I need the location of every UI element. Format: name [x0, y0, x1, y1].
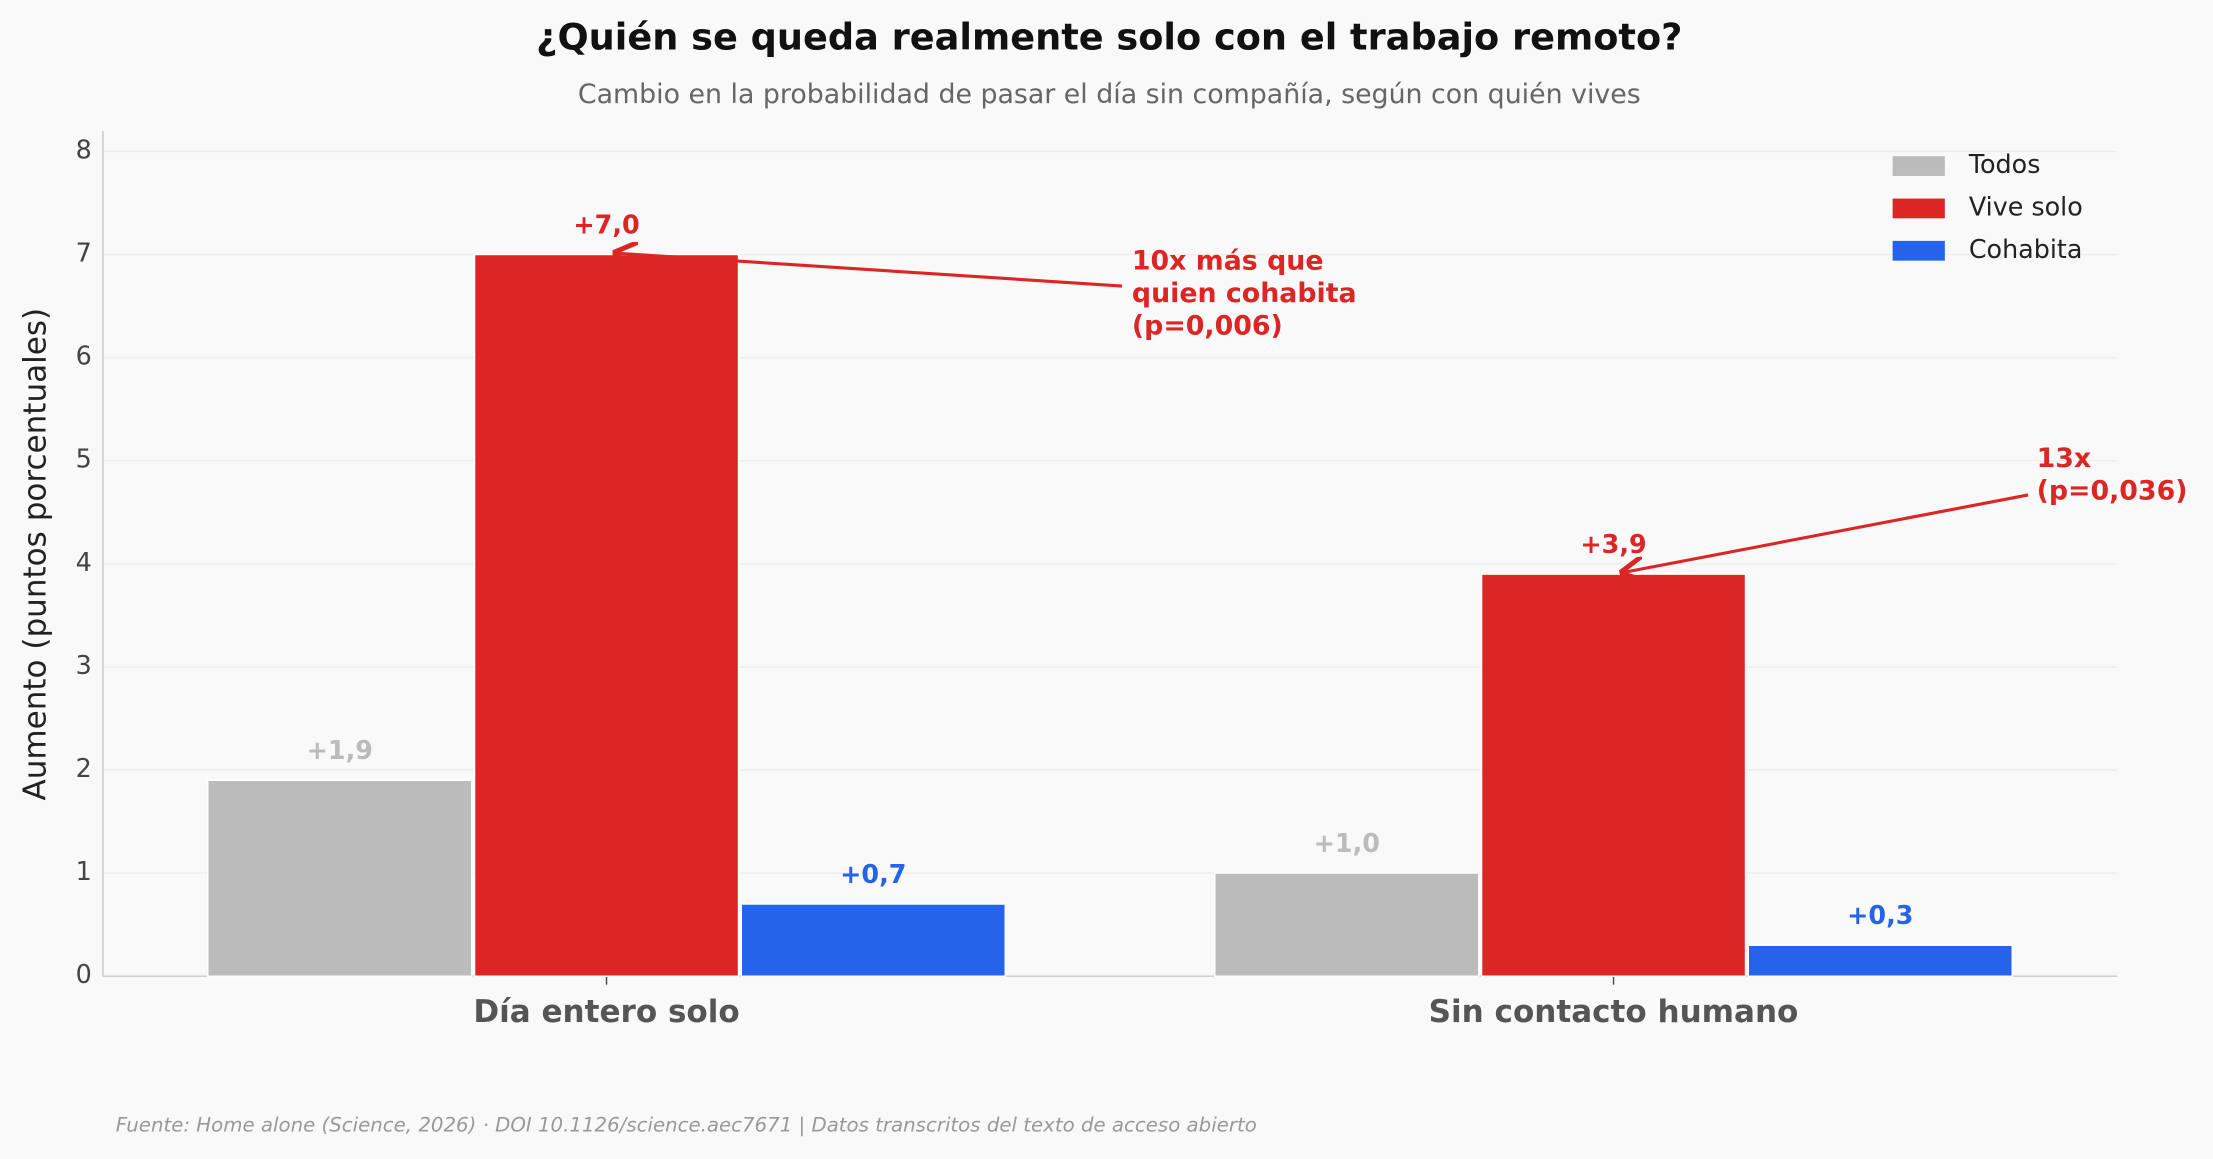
annotation-text: 13x — [2037, 443, 2092, 474]
legend-swatch — [1892, 198, 1945, 219]
x-tick-label: Sin contacto humano — [1429, 994, 1799, 1030]
annotation-text: 10x más que — [1132, 246, 1324, 277]
annotation-text: (p=0,006) — [1132, 310, 1283, 341]
y-tick-label: 6 — [76, 341, 92, 371]
bar — [1214, 872, 1480, 977]
legend-label: Cohabita — [1969, 234, 2083, 264]
value-label: +3,9 — [1580, 529, 1646, 559]
bar — [1480, 573, 1747, 977]
value-label: +0,3 — [1847, 900, 1913, 930]
bar — [740, 903, 1006, 977]
annotation-text: quien cohabita — [1132, 278, 1357, 309]
y-tick-label: 4 — [76, 547, 92, 577]
y-tick-label: 8 — [76, 134, 92, 164]
value-label: +0,7 — [840, 859, 906, 889]
value-label: +1,9 — [307, 735, 373, 765]
chart-subtitle: Cambio en la probabilidad de pasar el dí… — [578, 79, 1641, 110]
y-tick-label: 3 — [76, 650, 92, 680]
legend-swatch — [1892, 156, 1945, 176]
chart-title: ¿Quién se queda realmente solo con el tr… — [536, 16, 1682, 59]
bar — [473, 253, 740, 977]
y-tick-label: 5 — [76, 444, 92, 474]
legend-label: Todos — [1968, 149, 2041, 179]
legend-label: Vive solo — [1969, 191, 2083, 221]
y-tick-label: 2 — [76, 753, 92, 783]
legend-swatch — [1892, 240, 1945, 261]
annotation-arrow — [615, 253, 1123, 288]
y-tick-label: 0 — [76, 959, 92, 989]
bar — [207, 779, 473, 977]
annotation-arrow — [1622, 493, 2029, 573]
annotation-text: (p=0,036) — [2037, 476, 2188, 507]
value-label: +1,0 — [1314, 828, 1380, 858]
bar — [1747, 944, 2013, 977]
y-axis-label: Aumento (puntos porcentuales) — [18, 308, 54, 801]
y-tick-label: 7 — [76, 238, 92, 268]
y-tick-label: 1 — [76, 856, 92, 886]
x-tick-label: Día entero solo — [473, 994, 739, 1030]
source-note: Fuente: Home alone (Science, 2026) · DOI… — [116, 1113, 1257, 1136]
value-label: +7,0 — [573, 209, 639, 239]
